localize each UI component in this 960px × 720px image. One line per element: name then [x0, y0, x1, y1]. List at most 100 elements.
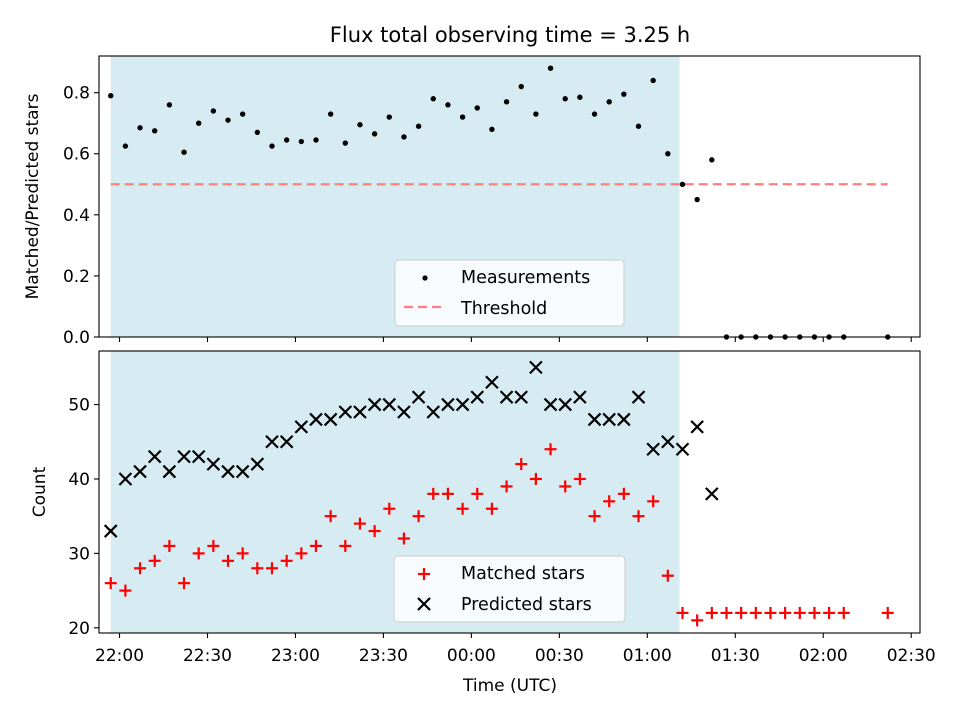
measurement-point — [430, 96, 436, 102]
measurement-point — [386, 114, 392, 120]
predicted-stars-points — [103, 360, 719, 538]
predicted-star-point — [250, 457, 265, 471]
bottom-y-ticks: 20 30 40 50 — [68, 396, 99, 639]
measurement-point — [137, 125, 143, 131]
predicted-star-point — [705, 487, 719, 501]
predicted-star-point — [617, 412, 631, 427]
measurement-point — [313, 137, 319, 143]
x-tick-label: 23:00 — [271, 646, 320, 666]
matched-star-point — [588, 510, 601, 523]
measurement-point — [577, 94, 583, 100]
predicted-star-point — [529, 360, 543, 375]
matched-star-point — [735, 606, 748, 619]
measurement-point — [474, 105, 480, 111]
measurement-point — [679, 181, 686, 187]
measurement-point — [635, 123, 642, 129]
matched-stars-points — [104, 443, 894, 627]
predicted-star-point — [338, 405, 353, 419]
matched-star-point — [676, 606, 689, 619]
matched-star-point — [441, 487, 454, 500]
y-tick-label: 30 — [68, 544, 90, 564]
x-tick-label: 01:00 — [623, 646, 672, 666]
x-tick-label: 00:30 — [535, 646, 584, 666]
predicted-star-point — [177, 449, 191, 464]
predicted-star-point — [602, 412, 616, 427]
predicted-star-point — [235, 464, 250, 479]
predicted-star-point — [147, 449, 162, 464]
predicted-star-point — [265, 434, 279, 449]
measurement-point — [650, 77, 656, 84]
matched-star-point — [456, 502, 469, 515]
predicted-star-point — [690, 420, 704, 434]
measurement-point — [621, 91, 627, 97]
top-x-ticks — [118, 337, 912, 342]
predicted-star-point — [470, 390, 485, 404]
measurement-point — [489, 126, 495, 133]
predicted-star-point — [397, 405, 411, 419]
y-tick-label: 0.0 — [63, 328, 90, 348]
predicted-star-point — [558, 397, 572, 412]
predicted-star-point — [411, 390, 426, 404]
y-tick-label: 0.2 — [63, 267, 90, 287]
predicted-star-point — [675, 442, 690, 456]
legend-matched-label: Matched stars — [461, 564, 585, 584]
matched-star-point — [823, 606, 836, 619]
predicted-star-point — [103, 524, 118, 538]
matched-star-point — [397, 532, 410, 545]
predicted-star-point — [118, 472, 133, 486]
y-tick-label: 20 — [68, 619, 90, 639]
matched-star-point — [691, 614, 704, 627]
matched-star-point — [661, 569, 674, 582]
matched-star-point — [632, 510, 645, 523]
measurement-point — [122, 143, 129, 149]
matched-star-point — [764, 606, 777, 619]
x-tick-label: 23:30 — [359, 646, 408, 666]
top-legend: Measurements Threshold — [394, 259, 625, 327]
predicted-star-point — [221, 464, 235, 479]
bottom-y-axis-label: Count — [30, 466, 50, 517]
predicted-star-point — [661, 434, 675, 449]
measurement-point — [591, 111, 598, 117]
measurement-point — [166, 102, 173, 108]
matched-star-point — [427, 487, 440, 500]
x-tick-label: 00:00 — [447, 646, 496, 666]
measurement-point — [606, 99, 612, 105]
matched-star-point — [222, 554, 235, 567]
measurement-point — [327, 111, 334, 117]
measurement-points — [108, 65, 891, 340]
bottom-legend: Matched stars Predicted stars — [393, 555, 626, 623]
measurement-point — [533, 111, 539, 117]
matched-star-point — [368, 525, 381, 538]
measurement-point — [210, 108, 217, 114]
measurement-point — [401, 134, 407, 140]
measurement-point — [562, 96, 568, 102]
matched-star-point — [324, 510, 337, 523]
predicted-star-point — [323, 412, 338, 427]
bottom-legend-box — [393, 555, 626, 623]
predicted-star-point — [441, 397, 455, 412]
predicted-star-point — [382, 397, 397, 412]
measurement-point — [371, 131, 378, 137]
y-tick-label: 0.6 — [63, 145, 90, 165]
measurement-point — [459, 114, 466, 120]
measurement-point — [518, 83, 524, 90]
predicted-star-point — [191, 449, 206, 464]
matched-star-point — [134, 562, 147, 575]
matched-star-point — [544, 443, 557, 456]
measurement-point — [181, 149, 187, 155]
legend-measurements-label: Measurements — [461, 268, 590, 288]
matched-star-point — [485, 502, 498, 515]
predicted-star-point — [646, 442, 660, 456]
measurement-point — [357, 122, 363, 128]
measurement-point — [547, 65, 554, 71]
measurement-point — [445, 102, 451, 108]
predicted-star-point — [367, 397, 382, 412]
matched-star-point — [353, 517, 366, 530]
predicted-star-point — [587, 412, 602, 427]
predicted-star-point — [455, 397, 470, 412]
measurement-point — [225, 117, 231, 123]
predicted-star-point — [426, 405, 441, 419]
matched-star-point — [603, 495, 616, 508]
matched-star-point — [295, 547, 308, 560]
